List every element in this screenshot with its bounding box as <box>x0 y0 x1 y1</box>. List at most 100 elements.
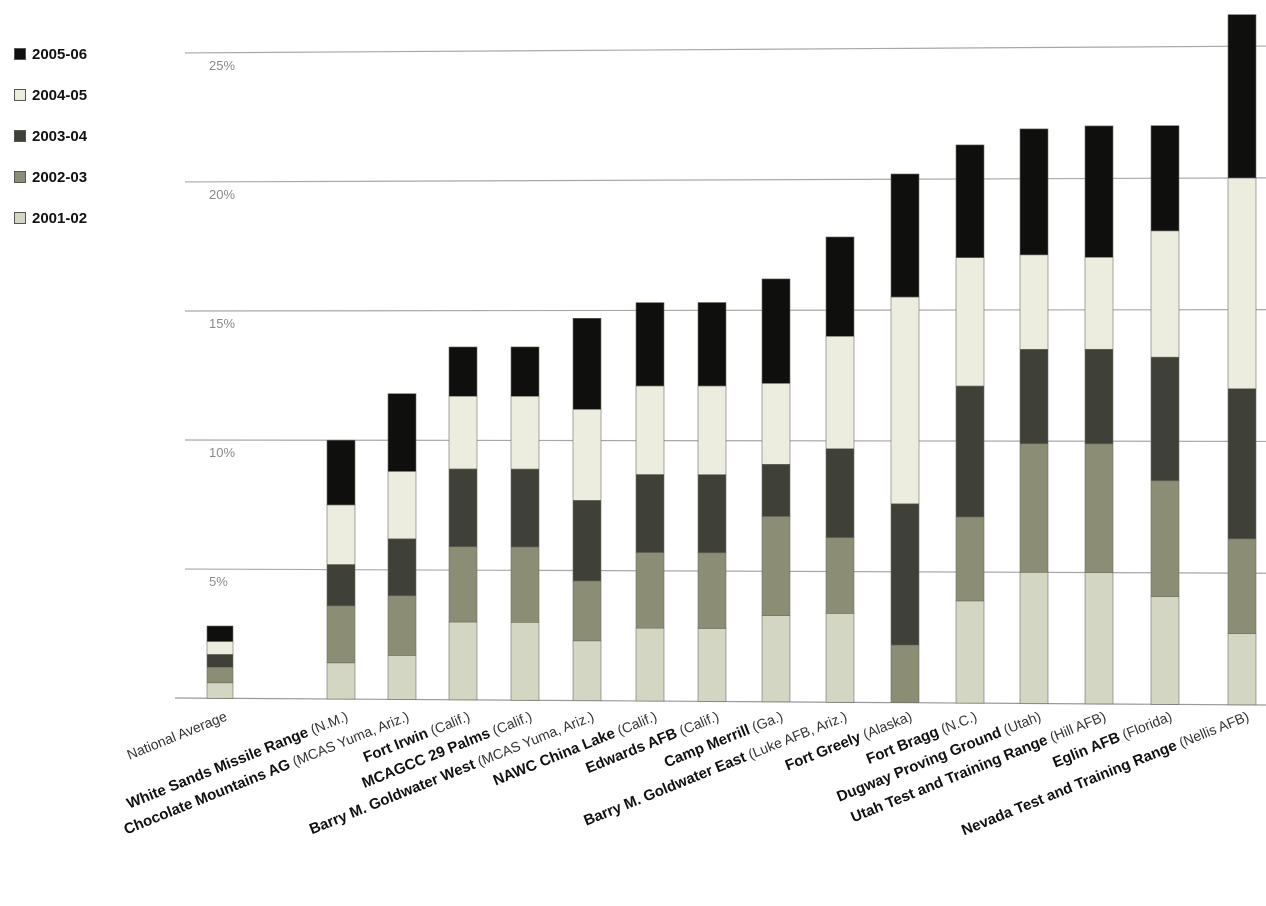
gridline <box>184 45 1266 54</box>
y-tick-label: 25% <box>209 58 235 73</box>
bar-segment-2003-04 <box>1227 388 1257 540</box>
bar-segment-2002-03 <box>890 644 920 703</box>
bar-segment-2003-04 <box>1150 356 1180 482</box>
bar-segment-2002-03 <box>1150 480 1180 597</box>
bar-segment-2002-03 <box>448 546 478 623</box>
legend-label: 2004-05 <box>32 86 88 104</box>
bar-segment-2004-05 <box>1227 177 1257 390</box>
bar-segment-2004-05 <box>510 395 540 470</box>
bar-segment-2003-04 <box>825 448 855 538</box>
bar-segment-2001-02 <box>697 628 727 702</box>
bar-segment-2004-05 <box>761 383 791 465</box>
bar-segment-2005-06 <box>890 173 920 298</box>
bar-segment-2004-05 <box>448 395 478 470</box>
bar-segment-2004-05 <box>206 641 234 655</box>
bar-segment-2004-05 <box>1019 254 1049 350</box>
bar-segment-2004-05 <box>955 257 985 387</box>
bar-segment-2001-02 <box>1084 572 1114 705</box>
bar-segment-2004-05 <box>326 504 356 565</box>
legend-label: 2001-02 <box>32 209 88 227</box>
bar-segment-2002-03 <box>1019 443 1049 573</box>
bar-segment-2005-06 <box>387 393 417 472</box>
bar-segment-2002-03 <box>387 595 417 656</box>
bar-segment-2003-04 <box>890 503 920 646</box>
bar-segment-2003-04 <box>1084 348 1114 445</box>
bar-segment-2002-03 <box>761 516 791 617</box>
bar-segment-2005-06 <box>448 346 478 397</box>
bar-segment-2002-03 <box>326 605 356 664</box>
bar-segment-2001-02 <box>326 662 356 700</box>
bar-segment-2005-06 <box>955 144 985 258</box>
bar-segment-2002-03 <box>955 516 985 602</box>
bar-segment-2005-06 <box>635 302 665 387</box>
bar-segment-2004-05 <box>635 385 665 475</box>
bar-segment-2005-06 <box>761 278 791 384</box>
bar-segment-2002-03 <box>510 546 540 623</box>
legend-item-2001-02: 2001-02 <box>14 208 87 228</box>
bar-segment-2002-03 <box>697 552 727 629</box>
bar-segment-2004-05 <box>890 296 920 505</box>
x-tick-label: National Average <box>125 708 230 763</box>
bar-segment-2003-04 <box>635 474 665 553</box>
bar-segment-2003-04 <box>572 500 602 582</box>
bar-segment-2003-04 <box>206 654 234 668</box>
bar-segment-2005-06 <box>1150 125 1180 232</box>
bar-segment-2002-03 <box>572 580 602 642</box>
legend-swatch <box>14 130 26 142</box>
legend-label: 2003-04 <box>32 127 88 145</box>
bar-segment-2005-06 <box>1019 128 1049 256</box>
bar-segment-2005-06 <box>825 236 855 337</box>
bar-segment-2004-05 <box>387 471 417 540</box>
bar-segment-2001-02 <box>510 622 540 701</box>
bar-segment-2005-06 <box>572 317 602 410</box>
bar-segment-2002-03 <box>825 537 855 614</box>
bar-segment-2001-02 <box>825 613 855 703</box>
y-tick-label: 20% <box>209 187 235 202</box>
bar-segment-2003-04 <box>1019 348 1049 445</box>
bar-segment-2001-02 <box>448 621 478 701</box>
bar-segment-2004-05 <box>825 336 855 450</box>
bar-segment-2004-05 <box>572 409 602 501</box>
bar-segment-2005-06 <box>1084 125 1114 258</box>
bar-segment-2004-05 <box>1150 230 1180 358</box>
bar-segment-2005-06 <box>697 302 727 387</box>
y-tick-label: 10% <box>209 445 235 460</box>
bar-segment-2001-02 <box>761 615 791 703</box>
bar-segment-2005-06 <box>326 439 356 506</box>
bar-segment-2002-03 <box>1227 538 1257 635</box>
bars <box>206 14 1257 706</box>
legend-swatch <box>14 48 26 60</box>
legend-swatch <box>14 212 26 224</box>
bar-segment-2001-02 <box>1019 572 1049 704</box>
bar-segment-2003-04 <box>697 474 727 554</box>
bar-segment-2003-04 <box>326 564 356 607</box>
bar-segment-2003-04 <box>955 385 985 518</box>
y-tick-label: 5% <box>209 574 228 589</box>
legend-swatch <box>14 89 26 101</box>
bar-segment-2001-02 <box>1227 633 1257 706</box>
bar-segment-2001-02 <box>1150 596 1180 705</box>
bar-segment-2002-03 <box>1084 443 1114 573</box>
legend-label: 2002-03 <box>32 168 88 186</box>
bar-segment-2003-04 <box>448 468 478 548</box>
legend-item-2005-06: 2005-06 <box>14 44 87 64</box>
legend-item-2003-04: 2003-04 <box>14 126 87 146</box>
legend-label: 2005-06 <box>32 45 88 63</box>
bar-segment-2005-06 <box>1227 14 1257 179</box>
bar-segment-2001-02 <box>635 627 665 702</box>
legend-item-2004-05: 2004-05 <box>14 85 87 105</box>
bar-segment-2001-02 <box>206 682 234 699</box>
bar-segment-2005-06 <box>510 346 540 397</box>
legend-swatch <box>14 171 26 183</box>
bar-segment-2001-02 <box>387 655 417 700</box>
bar-segment-2001-02 <box>955 600 985 704</box>
y-tick-label: 15% <box>209 316 235 331</box>
bar-segment-2002-03 <box>635 552 665 629</box>
bar-segment-2003-04 <box>761 463 791 517</box>
bar-segment-2004-05 <box>697 385 727 475</box>
bar-segment-2005-06 <box>206 625 234 642</box>
bar-segment-2001-02 <box>572 640 602 701</box>
